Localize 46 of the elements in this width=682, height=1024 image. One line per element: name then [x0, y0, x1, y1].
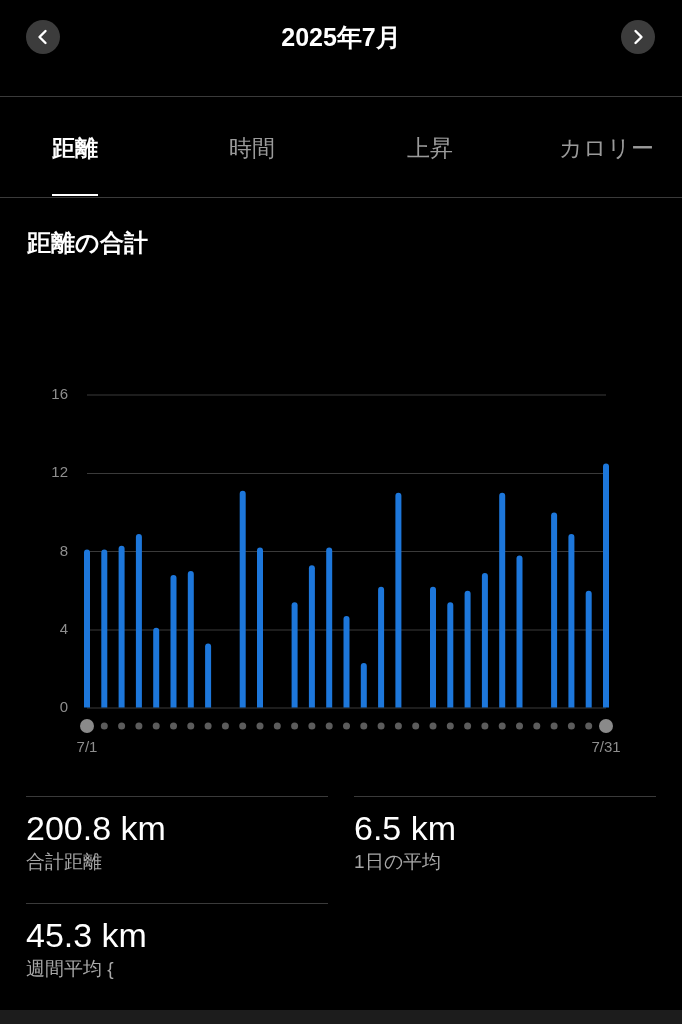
bar — [360, 663, 367, 708]
chart-title: 2025年7月 — [280, 22, 402, 53]
bar — [430, 586, 436, 708]
bar — [84, 549, 90, 708]
x-tick-label: 7/1 — [76, 738, 98, 756]
bar — [551, 512, 558, 708]
bar — [481, 573, 488, 708]
bar — [395, 492, 402, 708]
bar — [170, 574, 177, 708]
text: カロリー — [559, 134, 655, 163]
bar — [568, 533, 575, 708]
bar — [291, 602, 298, 708]
text: 距離 — [52, 134, 98, 163]
text: 6.5 km — [354, 808, 457, 848]
bar — [239, 490, 246, 708]
bar — [187, 571, 194, 708]
bar — [257, 547, 263, 708]
text: 合計距離 — [26, 850, 102, 874]
bar — [464, 590, 471, 708]
text: 週間平均 { — [26, 957, 114, 981]
bar — [603, 463, 609, 708]
y-tick-label: 16 — [51, 385, 68, 403]
bar — [585, 590, 592, 708]
y-tick-label: 4 — [59, 619, 68, 637]
bar — [516, 555, 523, 708]
text: 200.8 km — [26, 808, 166, 848]
chart-subtitle: 距離の合計 — [27, 228, 148, 258]
bar — [101, 549, 108, 708]
text: 1日の平均 — [354, 850, 441, 874]
bar — [499, 492, 506, 708]
bar — [343, 616, 350, 708]
text: 時間 — [229, 134, 276, 163]
bar — [135, 533, 142, 708]
x-tick-label: 7/31 — [591, 738, 621, 756]
y-tick-label: 0 — [59, 698, 68, 716]
bar — [205, 643, 212, 708]
y-tick-label: 8 — [59, 541, 68, 559]
text: 上昇 — [406, 134, 453, 163]
bar — [447, 602, 454, 708]
bar — [378, 586, 385, 708]
y-tick-label: 12 — [51, 463, 68, 481]
bar — [153, 627, 160, 708]
text: 45.3 km — [26, 915, 147, 955]
bar — [118, 545, 125, 708]
bar — [308, 565, 315, 708]
bar — [326, 547, 333, 708]
